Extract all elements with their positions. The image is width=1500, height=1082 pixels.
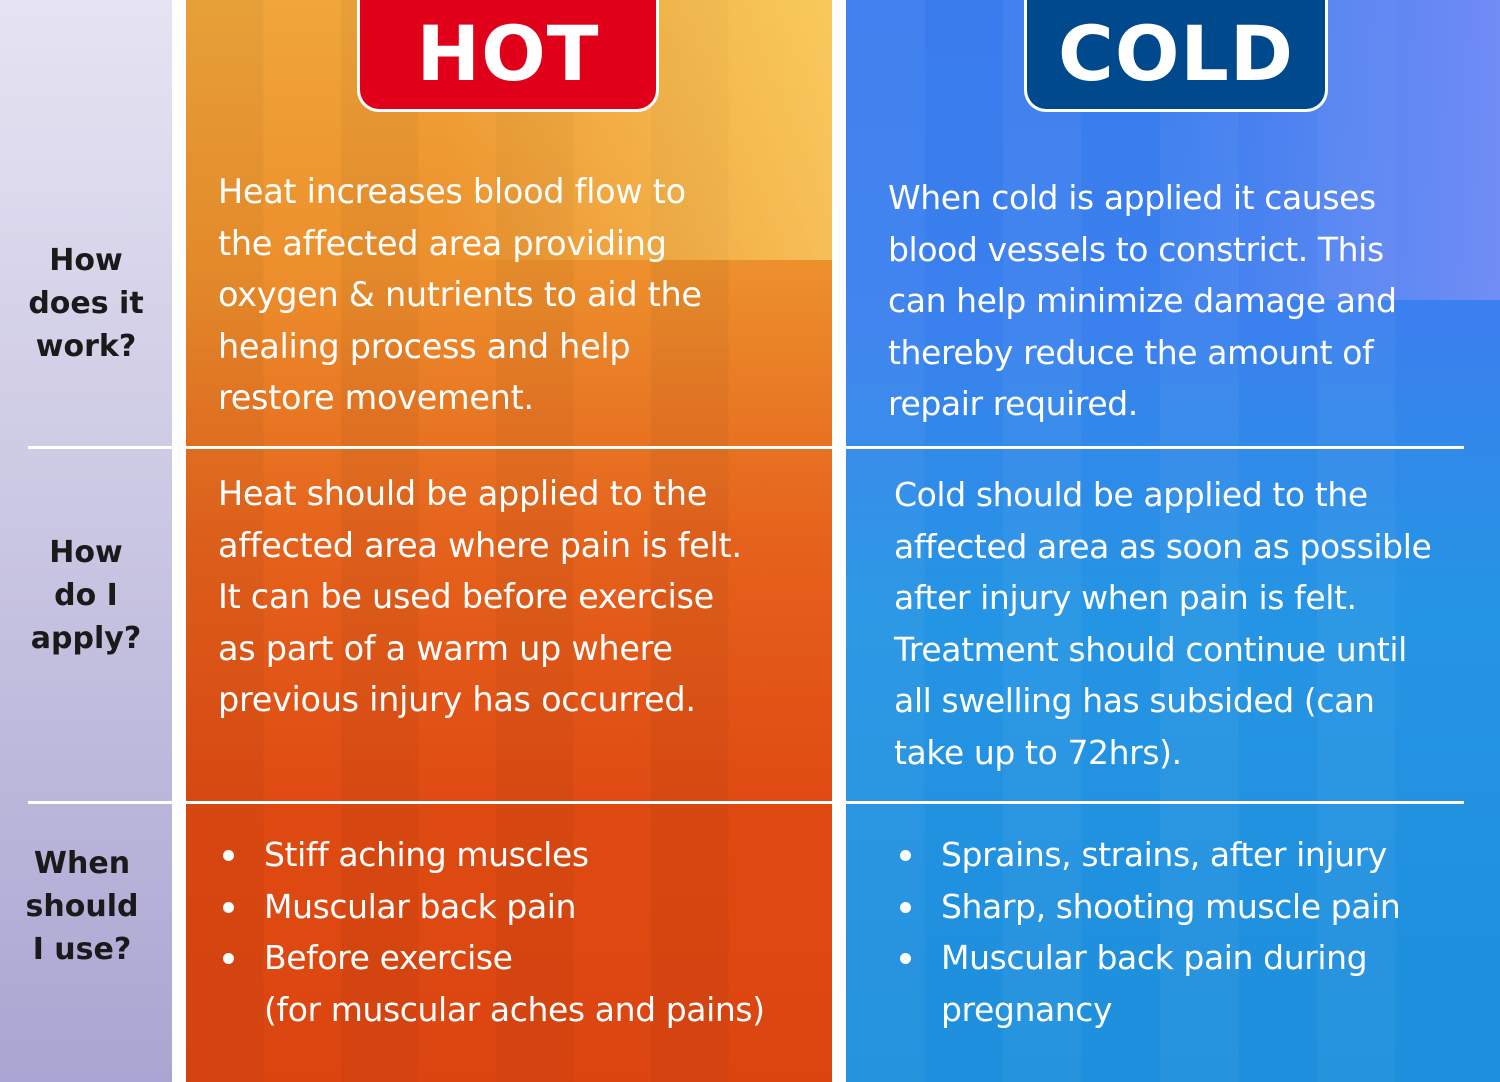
- cold-how-it-works-text: When cold is applied it causes blood ves…: [888, 172, 1397, 430]
- text-line: oxygen & nutrients to aid the: [218, 275, 702, 315]
- row-divider: [28, 446, 172, 449]
- list-item: Sprains, strains, after injury: [895, 829, 1400, 881]
- row-label-when-should-i-use: When should I use?: [0, 842, 168, 971]
- row-label-column: [0, 0, 172, 1082]
- label-line: does it: [28, 286, 144, 321]
- text-line: Heat increases blood flow to: [218, 172, 686, 211]
- cold-how-to-apply-text: Cold should be applied to the affected a…: [894, 469, 1432, 779]
- list-item: Muscular back pain: [218, 881, 765, 933]
- label-line: do I: [54, 578, 118, 613]
- text-line: thereby reduce the amount of: [888, 332, 1374, 372]
- text-line: as part of a warm up where: [218, 628, 673, 668]
- hot-column: [186, 0, 832, 1082]
- text-line: Cold should be applied to the: [894, 475, 1368, 514]
- cold-column: [846, 0, 1500, 1082]
- list-item: Before exercise: [218, 932, 765, 984]
- row-divider: [28, 801, 172, 804]
- row-divider: [846, 446, 1464, 449]
- text-line: Heat should be applied to the: [218, 474, 708, 513]
- hot-when-to-use-list: Stiff aching muscles Muscular back pain …: [218, 829, 765, 1035]
- text-line: previous injury has occurred.: [218, 680, 696, 720]
- row-label-how-do-i-apply: How do I apply?: [0, 531, 172, 660]
- hot-how-it-works-text: Heat increases blood flow to the affecte…: [218, 166, 702, 424]
- text-line: Treatment should continue until: [894, 629, 1407, 669]
- hot-header-badge: HOT: [357, 0, 659, 112]
- cold-when-to-use-list: Sprains, strains, after injury Sharp, sh…: [895, 829, 1401, 1035]
- list-item: Sharp, shooting muscle pain: [895, 881, 1401, 933]
- row-divider: [846, 801, 1464, 804]
- text-line: When cold is applied it causes: [888, 178, 1376, 217]
- text-line: healing process and help: [218, 326, 631, 366]
- text-line: after injury when pain is felt.: [894, 578, 1357, 618]
- text-line: the affected area providing: [218, 223, 667, 263]
- label-line: I use?: [32, 932, 132, 967]
- label-line: apply?: [30, 621, 142, 656]
- hot-how-to-apply-text: Heat should be applied to the affected a…: [218, 468, 742, 726]
- list-item: Stiff aching muscles: [218, 829, 765, 881]
- label-line: work?: [35, 329, 137, 364]
- row-label-how-does-it-work: How does it work?: [0, 239, 172, 368]
- row-divider: [186, 801, 832, 804]
- list-item: pregnancy: [941, 989, 1113, 1029]
- text-line: affected area where pain is felt.: [218, 525, 742, 565]
- text-line: restore movement.: [218, 378, 534, 418]
- label-line: How: [49, 243, 123, 278]
- text-line: repair required.: [888, 384, 1138, 424]
- list-item: Muscular back pain during: [895, 932, 1400, 984]
- text-line: all swelling has subsided (can: [894, 681, 1375, 721]
- text-line: blood vessels to constrict. This: [888, 229, 1384, 269]
- cold-header-badge: COLD: [1024, 0, 1328, 112]
- label-line: How: [49, 535, 123, 570]
- text-line: take up to 72hrs).: [894, 732, 1182, 772]
- row-divider: [186, 446, 832, 449]
- label-line: should: [25, 889, 139, 924]
- text-line: affected area as soon as possible: [894, 526, 1432, 566]
- label-line: When: [33, 846, 131, 881]
- text-line: can help minimize damage and: [888, 281, 1397, 321]
- list-item: (for muscular aches and pains): [264, 989, 765, 1029]
- text-line: It can be used before exercise: [218, 577, 714, 617]
